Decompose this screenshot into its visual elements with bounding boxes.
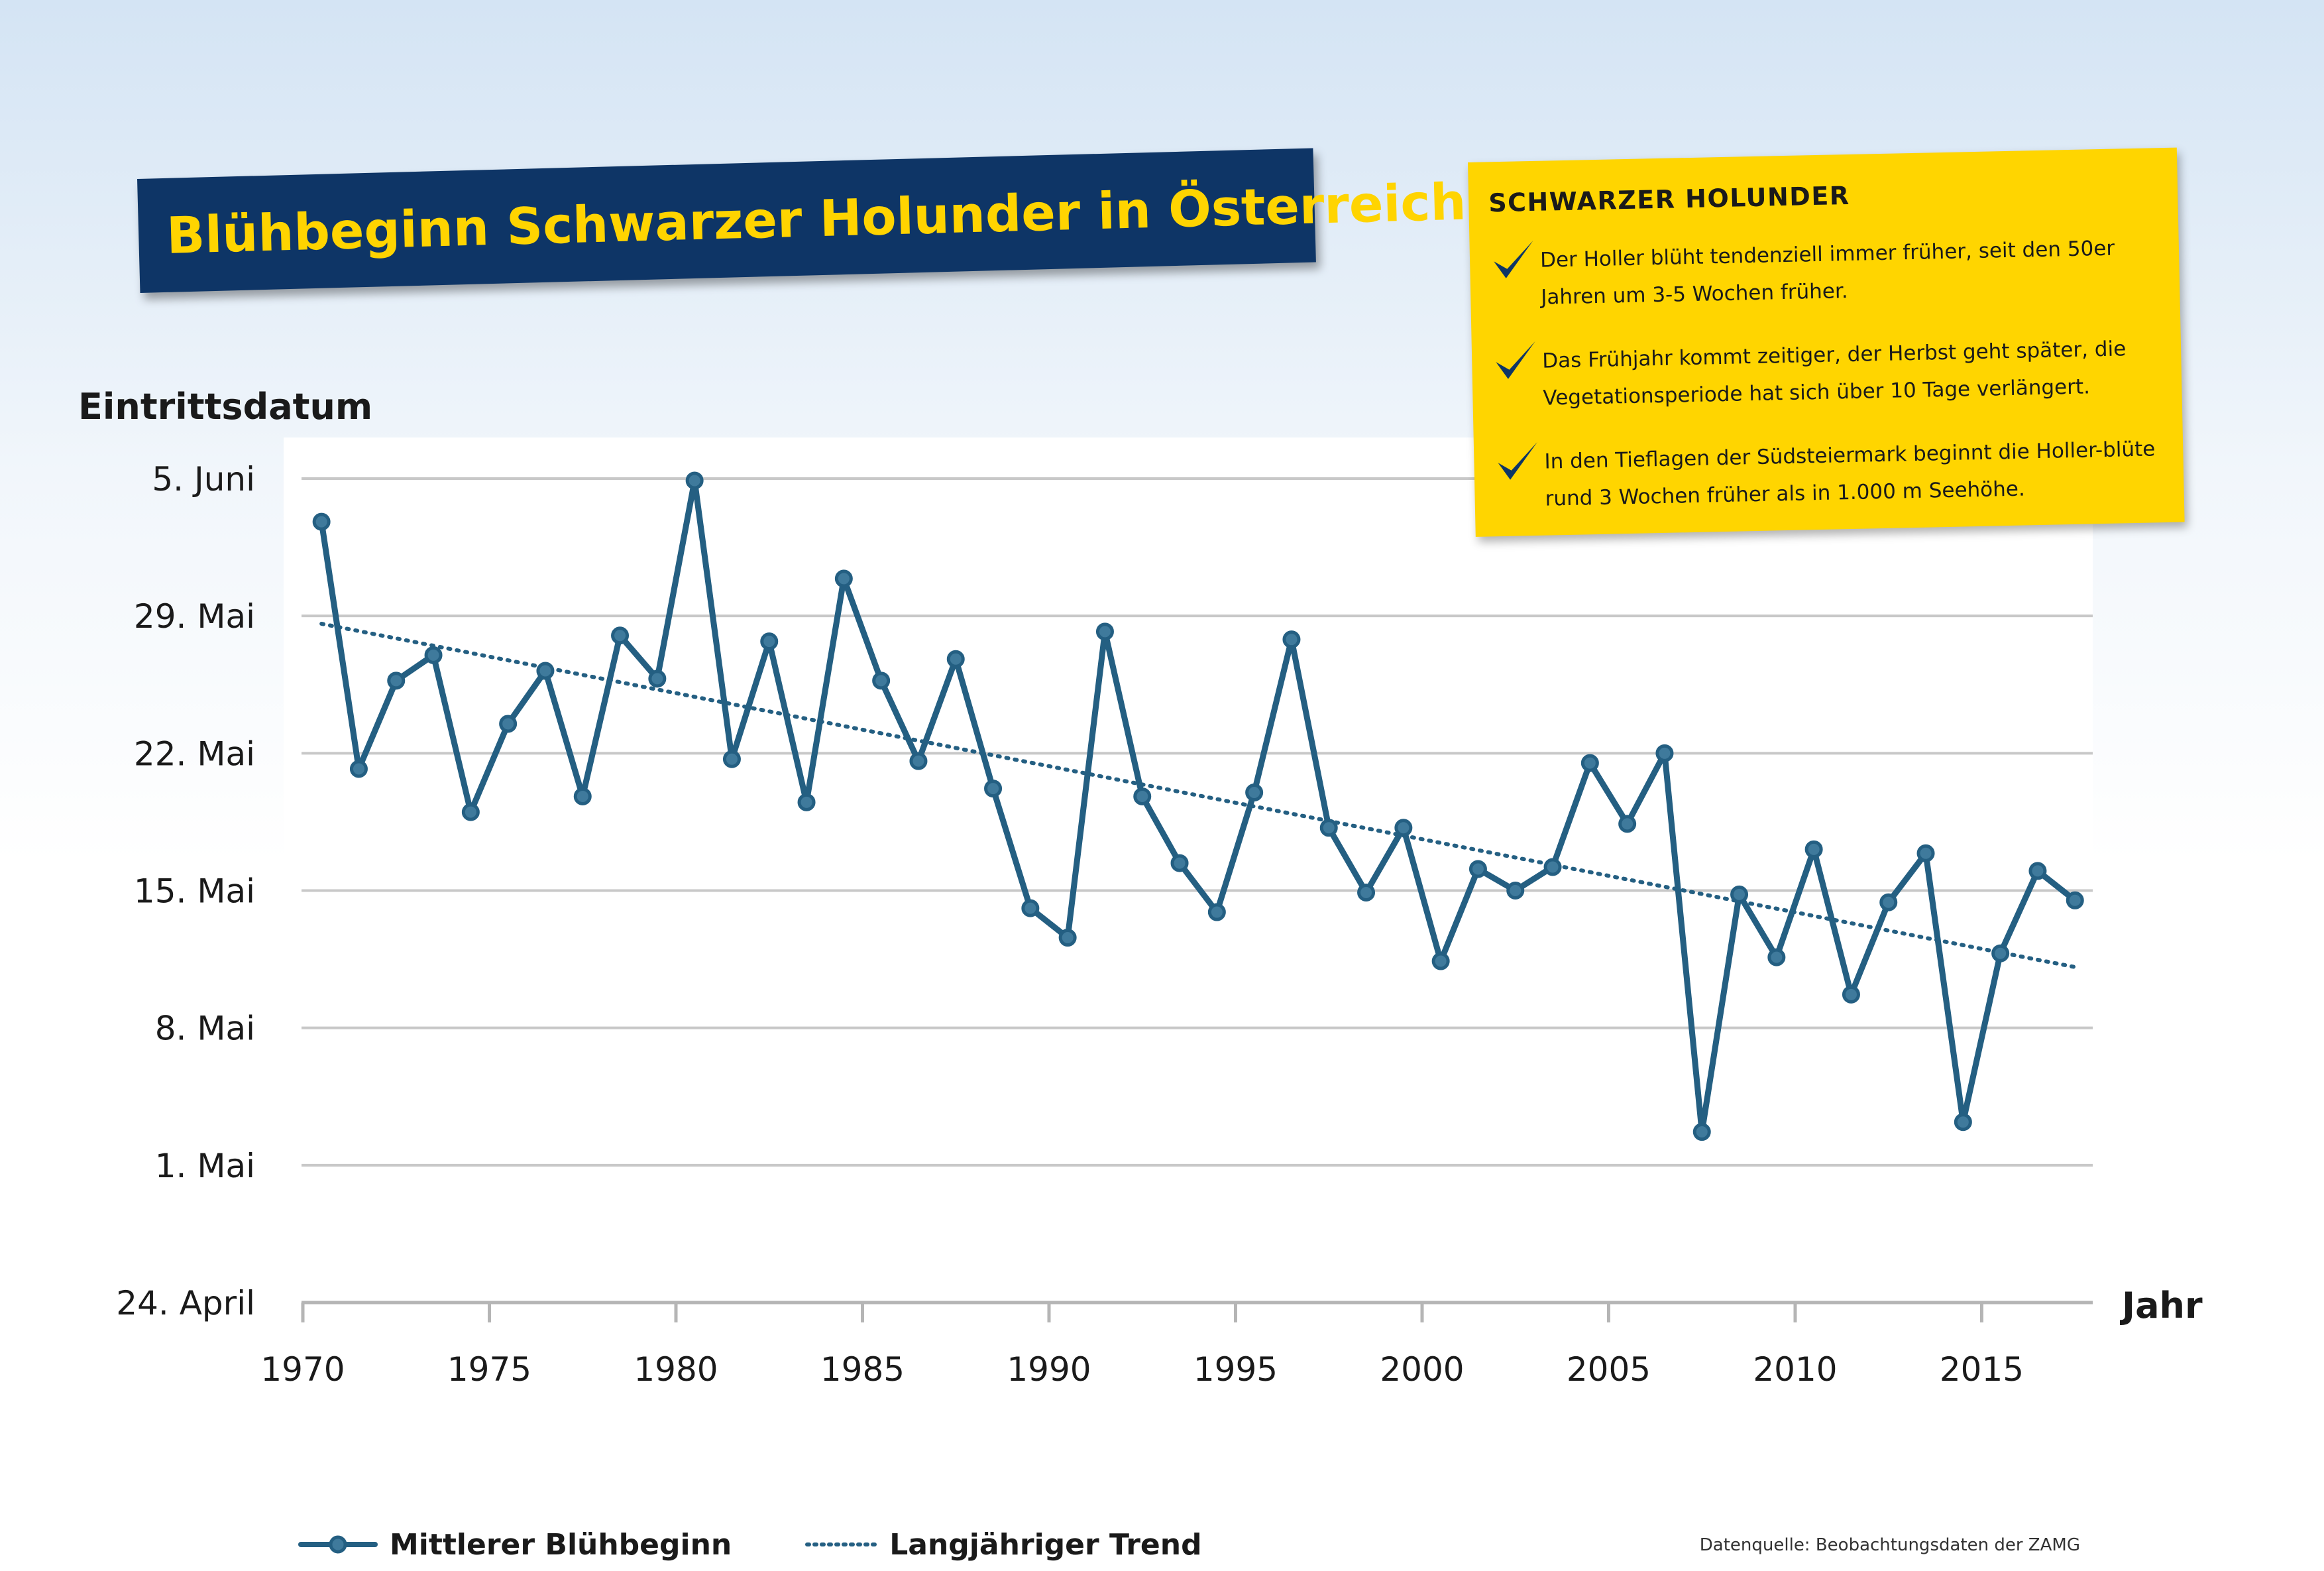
x-tick-label: 1975 — [447, 1350, 531, 1389]
y-tick-label: 8. Mai — [155, 1010, 255, 1048]
legend: Mittlerer Blühbeginn Langjähriger Trend — [298, 1525, 1275, 1564]
data-point — [1506, 882, 1525, 900]
data-point — [2066, 891, 2084, 909]
data-point — [984, 780, 1003, 798]
data-point — [1021, 899, 1040, 917]
legend-series-swatch — [298, 1535, 378, 1554]
data-point — [1580, 754, 1599, 772]
x-axis-tick-labels: 1970 1975 1980 1985 1990 1995 2000 2005 2010 2015 — [260, 1350, 2024, 1389]
legend-trend-swatch — [805, 1542, 877, 1546]
legend-item-series: Mittlerer Blühbeginn — [298, 1528, 732, 1562]
info-item: In den Tieflagen der Südsteiermark begin… — [1494, 430, 2164, 518]
data-point — [1655, 744, 1674, 762]
x-tick-label: 2005 — [1567, 1350, 1651, 1389]
chart-title: Blühbeginn Schwarzer Holunder in Österre… — [166, 172, 1467, 265]
x-tick-label: 2015 — [1940, 1350, 2024, 1389]
data-point — [946, 650, 965, 668]
data-point — [1468, 860, 1487, 878]
series-line-group — [318, 477, 2077, 1135]
legend-trend-label: Langjähriger Trend — [889, 1527, 1202, 1562]
data-point — [685, 471, 704, 490]
x-tick-label: 2000 — [1380, 1350, 1464, 1389]
data-source-note: Datenquelle: Beobachtungsdaten der ZAMG — [1699, 1535, 2080, 1555]
data-point — [1431, 952, 1450, 970]
y-axis-tick-labels: 24. April 1. Mai 8. Mai 15. Mai 22. Mai 29. M… — [116, 460, 255, 1322]
data-point — [611, 626, 630, 645]
checkmark-icon — [1496, 341, 1535, 379]
data-point — [387, 671, 406, 690]
data-point — [1692, 1123, 1711, 1141]
y-tick-label: 22. Mai — [134, 734, 255, 773]
data-point — [424, 646, 443, 664]
checkmark-icon — [1498, 441, 1537, 480]
info-item: Der Holler blüht tendenziell immer frühe… — [1490, 229, 2160, 317]
checkmark-icon — [1494, 240, 1533, 278]
data-point — [1543, 858, 1562, 876]
data-point — [834, 569, 853, 588]
y-tick-label: 29. Mai — [134, 597, 255, 636]
data-point — [461, 803, 480, 821]
data-point — [1618, 815, 1637, 833]
data-point — [1991, 944, 2010, 962]
data-point — [1095, 622, 1114, 641]
data-point — [1842, 985, 1860, 1004]
info-box: SCHWARZER HOLUNDER Der Holler blüht tend… — [1468, 147, 2185, 537]
info-item: Das Frühjahr kommt zeitiger, der Herbst … — [1492, 329, 2162, 418]
trend-line — [319, 622, 2077, 969]
trend-line-group — [319, 622, 2077, 969]
data-point — [648, 669, 667, 688]
x-tick-label: 1995 — [1193, 1350, 1278, 1389]
info-item-text: In den Tieflagen der Südsteiermark begin… — [1544, 437, 2156, 511]
data-point — [573, 787, 592, 805]
data-point — [1058, 929, 1077, 947]
data-point — [909, 752, 928, 770]
data-point — [1804, 840, 1823, 858]
data-point — [1916, 844, 1935, 862]
x-tick-label: 1985 — [820, 1350, 905, 1389]
data-point — [312, 512, 331, 531]
y-tick-label: 5. Juni — [152, 460, 255, 498]
y-tick-label: 15. Mai — [134, 872, 255, 911]
data-point — [349, 760, 368, 778]
y-axis-title: Eintrittsdatum — [78, 386, 373, 428]
y-tick-label: 1. Mai — [155, 1147, 255, 1185]
data-point — [1319, 819, 1338, 837]
data-point — [1282, 630, 1301, 649]
x-tick-label: 1980 — [634, 1350, 718, 1389]
data-point — [1954, 1113, 1972, 1132]
data-point — [499, 715, 518, 733]
x-tick-label: 2010 — [1753, 1350, 1837, 1389]
data-point — [722, 750, 741, 768]
data-point — [1394, 819, 1413, 837]
data-point — [1730, 885, 1749, 903]
data-point — [1245, 784, 1264, 802]
info-heading: SCHWARZER HOLUNDER — [1488, 180, 1850, 218]
series-line — [318, 477, 2077, 1135]
series-points-group — [312, 471, 2084, 1141]
data-point — [1133, 787, 1152, 805]
x-axis-title: Jahr — [2122, 1285, 2203, 1326]
legend-item-trend: Langjähriger Trend — [804, 1527, 1202, 1562]
info-item-text: Der Holler blüht tendenziell immer frühe… — [1539, 236, 2115, 310]
x-tick-label: 1990 — [1007, 1350, 1091, 1389]
data-point — [1357, 883, 1376, 902]
data-point — [1170, 854, 1189, 872]
x-tick-label: 1970 — [260, 1350, 345, 1389]
data-point — [1767, 948, 1786, 966]
data-point — [536, 662, 555, 680]
legend-series-label: Mittlerer Blühbeginn — [390, 1527, 732, 1562]
data-point — [2028, 862, 2047, 880]
y-tick-label: 24. April — [116, 1284, 255, 1322]
data-point — [872, 671, 891, 690]
data-point — [1207, 903, 1226, 921]
data-point — [1879, 893, 1898, 911]
data-point — [760, 632, 779, 651]
info-item-text: Das Frühjahr kommt zeitiger, der Herbst … — [1541, 337, 2127, 410]
data-point — [797, 793, 816, 811]
